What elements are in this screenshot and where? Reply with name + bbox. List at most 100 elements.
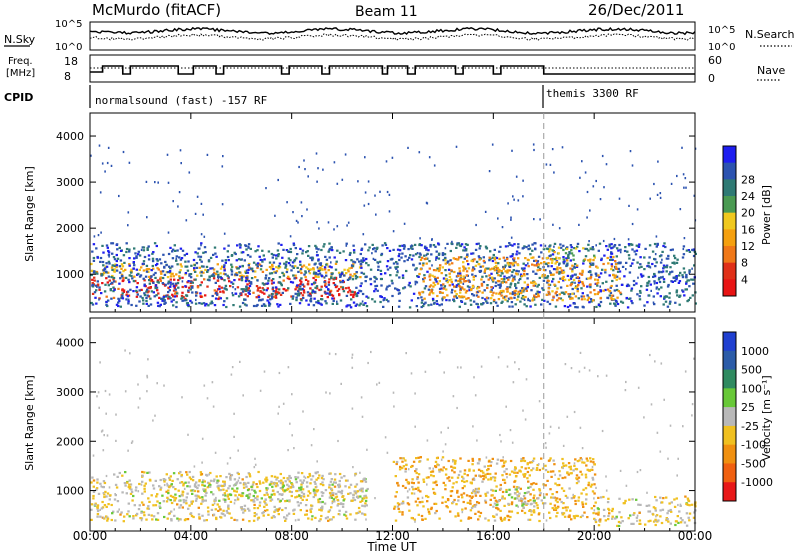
heatmap-cell [298, 486, 301, 489]
heatmap-cell [262, 481, 265, 484]
heatmap-cell [234, 252, 237, 256]
heatmap-cell [592, 259, 595, 262]
heatmap-cell [256, 495, 259, 498]
heatmap-cell [252, 500, 255, 503]
heatmap-cell [506, 261, 510, 264]
heatmap-cell [631, 164, 634, 167]
heatmap-cell [135, 486, 138, 489]
heatmap-cell [542, 288, 545, 292]
heatmap-cell [507, 245, 509, 248]
time-axis-ticks: 00:00 04:00 08:00 12:00 16:00 20:00 00:00 [73, 113, 712, 543]
heatmap-cell [365, 257, 368, 261]
heatmap-cell [403, 245, 406, 248]
heatmap-cell [616, 524, 619, 527]
heatmap-cell [253, 489, 256, 492]
heatmap-cell [377, 268, 380, 271]
heatmap-cell [475, 490, 477, 493]
heatmap-cell [597, 513, 600, 516]
heatmap-cell [226, 495, 230, 498]
heatmap-cell [169, 475, 172, 478]
heatmap-cell [614, 260, 617, 263]
heatmap-cell [103, 481, 107, 485]
heatmap-cell [562, 256, 565, 259]
heatmap-cell [386, 451, 389, 454]
heatmap-cell [367, 264, 370, 267]
heatmap-cell [608, 245, 611, 248]
heatmap-cell [153, 242, 157, 245]
heatmap-cell [606, 288, 610, 291]
heatmap-cell [289, 476, 292, 480]
heatmap-cell [550, 273, 553, 276]
heatmap-cell [684, 495, 687, 498]
heatmap-cell [535, 468, 538, 471]
heatmap-cell [545, 257, 549, 260]
heatmap-cell [421, 264, 425, 267]
heatmap-cell [320, 491, 323, 494]
heatmap-cell [187, 481, 190, 484]
heatmap-cell [111, 281, 114, 284]
heatmap-cell [459, 519, 463, 522]
heatmap-cell [201, 481, 204, 484]
heatmap-cell [339, 279, 342, 283]
heatmap-cell [159, 276, 162, 279]
heatmap-cell [600, 258, 603, 262]
heatmap-cell [207, 510, 210, 513]
heatmap-cell [299, 282, 302, 286]
heatmap-cell [589, 291, 592, 294]
heatmap-cell [235, 266, 238, 269]
heatmap-cell [376, 383, 378, 386]
heatmap-cell [527, 518, 529, 521]
heatmap-cell [618, 270, 622, 273]
heatmap-cell [588, 260, 592, 263]
heatmap-cell [685, 186, 687, 189]
heatmap-cell [493, 266, 496, 269]
heatmap-cell [597, 249, 600, 252]
heatmap-cell [136, 282, 139, 285]
heatmap-cell [445, 299, 448, 302]
heatmap-cell [562, 466, 564, 470]
heatmap-cell [216, 479, 219, 482]
heatmap-cell [656, 242, 659, 245]
heatmap-cell [155, 286, 159, 289]
heatmap-cell [278, 405, 280, 408]
heatmap-cell [639, 469, 642, 472]
heatmap-cell [183, 487, 186, 490]
heatmap-cell [514, 497, 517, 500]
nsky-label: N.Sky [4, 33, 36, 46]
heatmap-cell [499, 245, 502, 248]
heatmap-cell [143, 284, 146, 287]
heatmap-cell [313, 281, 316, 285]
heatmap-cell [566, 274, 570, 277]
heatmap-cell [274, 271, 277, 274]
heatmap-cell [299, 285, 302, 288]
heatmap-cell [682, 245, 686, 248]
heatmap-cell [506, 286, 509, 289]
heatmap-cell [577, 480, 580, 483]
heatmap-cell [241, 494, 244, 498]
heatmap-cell [582, 306, 585, 309]
heatmap-cell [444, 500, 447, 503]
heatmap-cell [282, 248, 285, 251]
heatmap-cell [459, 291, 462, 294]
heatmap-cell [115, 266, 118, 269]
heatmap-cell [361, 499, 364, 502]
heatmap-cell [241, 290, 245, 293]
heatmap-cell [638, 289, 642, 293]
heatmap-cell [321, 298, 324, 301]
heatmap-cell [215, 496, 217, 500]
heatmap-cell [172, 472, 176, 475]
heatmap-cell [106, 161, 109, 165]
heatmap-cell [181, 506, 184, 509]
heatmap-cell [462, 477, 465, 480]
heatmap-cell [655, 287, 658, 290]
heatmap-cell [287, 449, 289, 452]
heatmap-cell [405, 463, 408, 467]
heatmap-cell [217, 297, 220, 301]
heatmap-cell [417, 489, 420, 492]
heatmap-cell [162, 500, 165, 503]
heatmap-cell [683, 521, 687, 524]
heatmap-cell [94, 271, 97, 274]
heatmap-cell [441, 496, 444, 499]
heatmap-cell [319, 263, 322, 267]
